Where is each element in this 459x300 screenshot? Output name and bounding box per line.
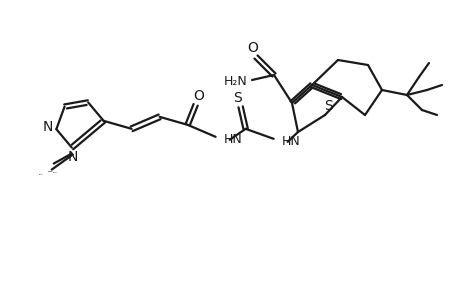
Text: S: S xyxy=(324,99,333,113)
Text: N: N xyxy=(42,120,52,134)
Text: O: O xyxy=(247,41,258,55)
Text: methyl: methyl xyxy=(39,174,44,175)
Text: HN: HN xyxy=(281,135,300,148)
Text: N: N xyxy=(67,150,78,164)
Text: methyl: methyl xyxy=(53,172,58,173)
Text: methyl: methyl xyxy=(49,171,54,172)
Text: HN: HN xyxy=(223,133,242,146)
Text: methyl: methyl xyxy=(52,170,56,172)
Text: S: S xyxy=(233,91,241,105)
Text: methyl: methyl xyxy=(48,171,53,172)
Text: O: O xyxy=(193,89,204,103)
Text: H₂N: H₂N xyxy=(224,74,247,88)
